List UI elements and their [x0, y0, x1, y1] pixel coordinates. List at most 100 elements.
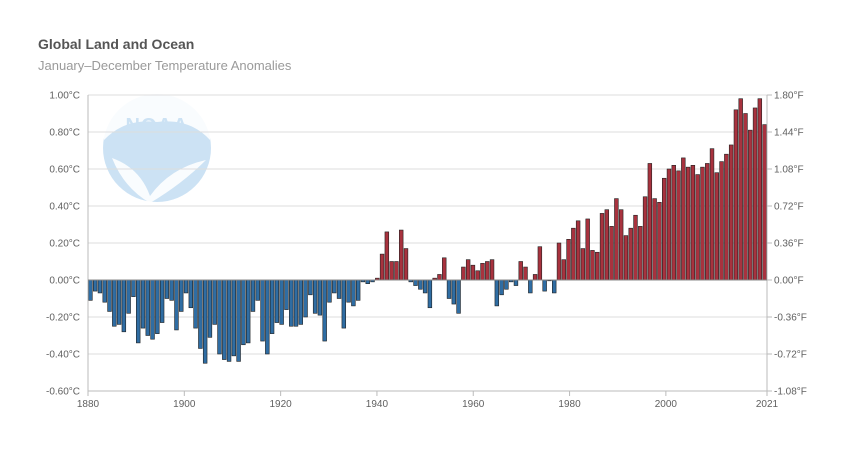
- bar-1933[interactable]: [341, 279, 347, 329]
- bar-1903[interactable]: [198, 279, 203, 349]
- bar-1992[interactable]: [623, 235, 629, 281]
- bar-1949[interactable]: [418, 279, 423, 290]
- bar-2003[interactable]: [676, 170, 681, 281]
- bar-1886[interactable]: [116, 279, 122, 325]
- bar-1956[interactable]: [451, 279, 456, 305]
- bar-1999[interactable]: [657, 202, 662, 281]
- bar-1884[interactable]: [107, 279, 112, 312]
- bar-1904[interactable]: [202, 279, 208, 364]
- bar-1902[interactable]: [193, 279, 198, 329]
- bar-1980[interactable]: [566, 239, 571, 281]
- bar-1994[interactable]: [633, 214, 638, 281]
- bar-1984[interactable]: [585, 218, 590, 281]
- bar-1891[interactable]: [140, 279, 146, 329]
- bar-2015[interactable]: [733, 109, 739, 281]
- bar-1963[interactable]: [485, 261, 490, 281]
- bar-1990[interactable]: [614, 198, 619, 281]
- bar-1941[interactable]: [379, 253, 385, 281]
- bar-1883[interactable]: [102, 279, 107, 303]
- bar-1959[interactable]: [465, 259, 471, 281]
- bar-1897[interactable]: [169, 279, 174, 301]
- bar-1973[interactable]: [532, 274, 538, 281]
- bar-2006[interactable]: [690, 165, 696, 281]
- bar-1905[interactable]: [207, 279, 213, 338]
- bar-1906[interactable]: [212, 279, 217, 325]
- bar-1925[interactable]: [303, 279, 308, 318]
- bar-1995[interactable]: [638, 226, 643, 281]
- bar-1954[interactable]: [442, 257, 447, 281]
- bar-2002[interactable]: [671, 165, 676, 281]
- bar-1924[interactable]: [298, 279, 303, 325]
- bar-2016[interactable]: [738, 98, 743, 281]
- bar-1977[interactable]: [552, 279, 557, 294]
- bar-2012[interactable]: [719, 161, 724, 281]
- bar-1936[interactable]: [355, 279, 361, 301]
- bar-1926[interactable]: [308, 279, 313, 296]
- bar-1988[interactable]: [604, 209, 609, 281]
- bar-1885[interactable]: [112, 279, 117, 327]
- bar-1882[interactable]: [97, 279, 103, 294]
- bar-1982[interactable]: [575, 220, 581, 281]
- bar-1986[interactable]: [595, 251, 600, 281]
- bar-1944[interactable]: [394, 261, 399, 281]
- bar-1898[interactable]: [174, 279, 179, 331]
- bar-1881[interactable]: [92, 279, 98, 292]
- bar-1943[interactable]: [389, 261, 394, 281]
- bar-1962[interactable]: [480, 263, 485, 281]
- bar-1942[interactable]: [384, 231, 390, 281]
- bar-1957[interactable]: [456, 279, 461, 314]
- bar-1998[interactable]: [652, 198, 657, 281]
- bar-1899[interactable]: [179, 279, 184, 312]
- bar-1987[interactable]: [599, 213, 605, 281]
- bar-1993[interactable]: [628, 227, 633, 281]
- bar-1913[interactable]: [246, 279, 251, 344]
- bar-1917[interactable]: [265, 279, 270, 355]
- bar-2007[interactable]: [695, 174, 700, 281]
- bar-2010[interactable]: [709, 148, 715, 281]
- bar-1948[interactable]: [413, 279, 418, 286]
- bar-1907[interactable]: [217, 279, 222, 355]
- bar-1935[interactable]: [351, 279, 356, 307]
- bar-1996[interactable]: [642, 196, 648, 281]
- bar-2013[interactable]: [724, 153, 729, 281]
- bar-1914[interactable]: [250, 279, 256, 312]
- bar-1921[interactable]: [284, 279, 289, 310]
- bar-1900[interactable]: [183, 279, 189, 294]
- bar-1880[interactable]: [88, 279, 93, 301]
- bar-1888[interactable]: [126, 279, 131, 314]
- bar-1932[interactable]: [336, 279, 342, 299]
- bar-1989[interactable]: [609, 226, 614, 281]
- bar-1923[interactable]: [293, 279, 299, 327]
- bar-2011[interactable]: [714, 172, 719, 281]
- bar-1916[interactable]: [260, 279, 265, 342]
- bar-1974[interactable]: [537, 246, 543, 281]
- bar-1945[interactable]: [399, 229, 404, 281]
- bar-1972[interactable]: [528, 279, 533, 294]
- bar-1967[interactable]: [504, 279, 509, 290]
- bar-1997[interactable]: [647, 163, 653, 281]
- bar-1969[interactable]: [513, 279, 519, 286]
- bar-2020[interactable]: [757, 98, 763, 281]
- bar-1979[interactable]: [561, 259, 566, 281]
- bar-1911[interactable]: [236, 279, 241, 362]
- bar-1912[interactable]: [241, 279, 246, 346]
- bar-1920[interactable]: [279, 279, 284, 325]
- bar-2005[interactable]: [685, 166, 691, 281]
- bar-1953[interactable]: [437, 274, 442, 281]
- bar-1922[interactable]: [289, 279, 294, 327]
- bar-1894[interactable]: [155, 279, 160, 334]
- bar-1895[interactable]: [159, 279, 165, 323]
- bar-1928[interactable]: [317, 279, 323, 316]
- bar-1958[interactable]: [461, 266, 466, 281]
- bar-1938[interactable]: [365, 279, 370, 285]
- bar-2014[interactable]: [728, 144, 734, 281]
- bar-1966[interactable]: [499, 279, 504, 296]
- bar-1908[interactable]: [222, 279, 227, 360]
- bar-1910[interactable]: [231, 279, 237, 357]
- bar-1970[interactable]: [518, 261, 523, 281]
- bar-1931[interactable]: [332, 279, 337, 294]
- bar-1887[interactable]: [121, 279, 127, 333]
- bar-2009[interactable]: [705, 163, 710, 281]
- bar-1951[interactable]: [427, 279, 433, 309]
- bar-1929[interactable]: [322, 279, 327, 342]
